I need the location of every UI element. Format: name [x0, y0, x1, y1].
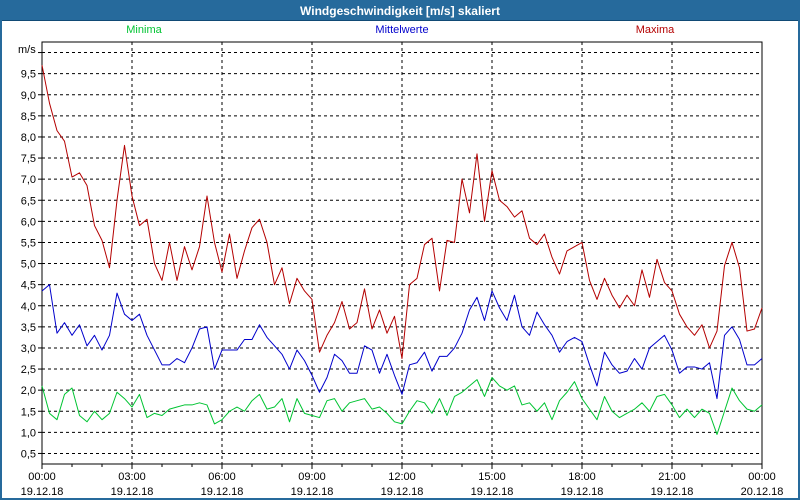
y-tick-label: 4,0	[21, 301, 36, 313]
y-tick-label: 5,0	[21, 259, 36, 271]
y-tick-label: 2,0	[21, 385, 36, 397]
y-tick-label: 6,0	[21, 216, 36, 228]
x-tick-label-date: 19.12.18	[381, 486, 424, 498]
x-tick-label-time: 12:00	[388, 471, 416, 483]
series-line-maxima	[41, 65, 763, 359]
x-tick-label-time: 03:00	[118, 471, 146, 483]
x-tick-label-date: 19.12.18	[651, 486, 694, 498]
y-tick-label: 9,5	[21, 69, 36, 81]
y-tick-label: 3,0	[21, 343, 36, 355]
x-tick-label-time: 15:00	[478, 471, 506, 483]
x-tick-label-date: 19.12.18	[471, 486, 514, 498]
x-tick-label-time: 00:00	[28, 471, 56, 483]
y-tick-label: 6,5	[21, 195, 36, 207]
y-tick-label: 1,0	[21, 427, 36, 439]
y-tick-label: 7,5	[21, 153, 36, 165]
x-tick-label-time: 18:00	[568, 471, 596, 483]
title-bar: Windgeschwindigkeit [m/s] skaliert	[2, 2, 798, 21]
x-tick-label-date: 19.12.18	[111, 486, 154, 498]
x-tick-label-date: 20.12.18	[741, 486, 784, 498]
y-tick-label: 1,5	[21, 406, 36, 418]
x-tick-label-time: 06:00	[208, 471, 236, 483]
x-tick-label-time: 00:00	[748, 471, 776, 483]
y-tick-label: 8,0	[21, 132, 36, 144]
y-tick-label: 5,5	[21, 237, 36, 249]
legend-label-minima: Minima	[126, 24, 162, 36]
y-axis-unit-label: m/s	[18, 44, 36, 56]
x-tick-label-date: 19.12.18	[21, 486, 64, 498]
y-tick-label: 8,5	[21, 111, 36, 123]
x-tick-label-time: 21:00	[658, 471, 686, 483]
legend-label-mittelwerte: Mittelwerte	[375, 24, 429, 36]
x-tick-label-date: 19.12.18	[201, 486, 244, 498]
series-line-mittelwerte	[41, 284, 763, 400]
x-tick-label-time: 09:00	[298, 471, 326, 483]
x-tick-label-date: 19.12.18	[291, 486, 334, 498]
y-tick-label: 3,5	[21, 322, 36, 334]
x-tick-label-date: 19.12.18	[561, 486, 604, 498]
plot-frame	[41, 41, 763, 465]
series-line-minima	[41, 376, 763, 435]
y-tick-label: 2,5	[21, 364, 36, 376]
chart-title: Windgeschwindigkeit [m/s] skaliert	[300, 4, 500, 18]
legend-label-maxima: Maxima	[635, 24, 675, 36]
y-tick-label: 0,5	[21, 448, 36, 460]
y-tick-label: 4,5	[21, 280, 36, 292]
y-tick-label: 9,0	[21, 90, 36, 102]
y-tick-label: 7,0	[21, 174, 36, 186]
